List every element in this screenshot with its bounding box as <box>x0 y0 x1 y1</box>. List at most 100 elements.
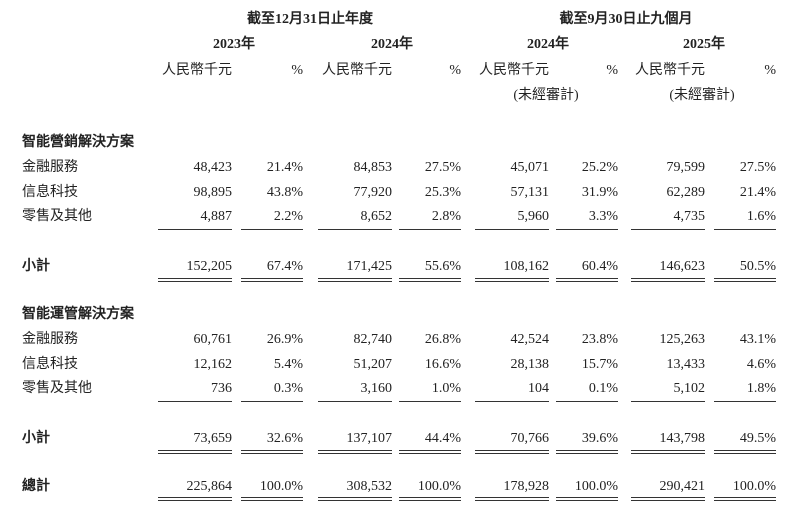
rule <box>399 278 461 279</box>
row-cell: 48,423 <box>193 160 233 175</box>
subtotal-cell: 143,798 <box>659 431 706 446</box>
subtotal-cell: 146,623 <box>659 259 706 274</box>
row-cell: 13,433 <box>666 356 706 372</box>
row-cell: 1.8% <box>746 381 776 396</box>
subtotal-cell: 171,425 <box>346 259 393 274</box>
row-cell: 21.4% <box>739 184 776 200</box>
row-cell: 25.3% <box>424 184 461 200</box>
row-cell: 28,138 <box>510 356 550 372</box>
rule <box>556 453 618 454</box>
rule <box>556 497 618 498</box>
rule <box>158 497 232 498</box>
row-cell: 57,131 <box>510 184 550 200</box>
rule <box>631 500 705 501</box>
row-cell: 25.2% <box>581 160 618 175</box>
row-label: 零售及其他 <box>22 381 92 396</box>
row-cell: 4,735 <box>673 209 706 224</box>
rule <box>399 229 461 230</box>
rule <box>241 500 303 501</box>
unit-header: % <box>291 63 303 78</box>
row-cell: 3.3% <box>588 209 618 224</box>
rule <box>714 450 776 451</box>
rule <box>158 401 232 402</box>
row-cell: 82,740 <box>353 332 393 347</box>
rule <box>631 229 705 230</box>
row-cell: 42,524 <box>510 332 550 347</box>
rule <box>399 281 461 282</box>
unaudited-note: (未經審計) <box>669 88 735 103</box>
rule <box>318 229 392 230</box>
rule <box>475 229 549 230</box>
rule <box>475 500 549 501</box>
year-header: 2024年 <box>527 37 569 52</box>
row-cell: 84,853 <box>353 160 393 175</box>
row-cell: 8,652 <box>360 209 393 224</box>
total-cell: 100.0% <box>417 479 461 494</box>
rule <box>714 401 776 402</box>
rule <box>318 497 392 498</box>
rule <box>556 450 618 451</box>
row-cell: 26.8% <box>424 332 461 347</box>
subtotal-cell: 60.4% <box>581 259 618 274</box>
subtotal-cell: 49.5% <box>739 431 776 446</box>
rule <box>318 278 392 279</box>
rule <box>399 401 461 402</box>
subtotal-cell: 50.5% <box>739 259 776 274</box>
row-cell: 0.3% <box>273 381 303 396</box>
row-cell: 31.9% <box>581 184 618 200</box>
row-cell: 2.2% <box>273 209 303 224</box>
rule <box>399 453 461 454</box>
row-cell: 43.8% <box>266 184 303 200</box>
rule <box>631 497 705 498</box>
row-cell: 51,207 <box>353 356 393 372</box>
row-label: 零售及其他 <box>22 209 92 224</box>
subtotal-cell: 137,107 <box>346 431 393 446</box>
row-cell: 1.6% <box>746 209 776 224</box>
row-cell: 4.6% <box>746 356 776 372</box>
row-cell: 3,160 <box>360 381 393 396</box>
row-cell: 736 <box>211 381 232 396</box>
row-cell: 43.1% <box>739 332 776 347</box>
row-cell: 5.4% <box>273 356 303 372</box>
rule <box>556 500 618 501</box>
row-cell: 21.4% <box>266 160 303 175</box>
rule <box>158 229 232 230</box>
rule <box>241 281 303 282</box>
row-cell: 26.9% <box>266 332 303 347</box>
rule <box>556 278 618 279</box>
subtotal-cell: 70,766 <box>510 431 550 446</box>
subtotal-cell: 39.6% <box>581 431 618 446</box>
section-title: 智能營銷解決方案 <box>22 135 134 150</box>
subtotal-cell: 73,659 <box>193 431 233 446</box>
rule <box>399 497 461 498</box>
rule <box>158 281 232 282</box>
row-label: 金融服務 <box>22 332 78 347</box>
row-cell: 104 <box>528 381 549 396</box>
rule <box>631 281 705 282</box>
year-header: 2024年 <box>371 37 413 52</box>
row-cell: 16.6% <box>424 356 461 372</box>
rule <box>631 453 705 454</box>
subtotal-label: 小計 <box>22 259 50 274</box>
total-cell: 290,421 <box>659 479 706 494</box>
unit-header: 人民幣千元 <box>635 63 705 78</box>
row-cell: 27.5% <box>424 160 461 175</box>
subtotal-cell: 44.4% <box>424 431 461 446</box>
row-cell: 45,071 <box>510 160 550 175</box>
period-header: 截至12月31日止年度 <box>247 12 373 27</box>
total-cell: 308,532 <box>346 479 393 494</box>
rule <box>714 281 776 282</box>
rule <box>714 453 776 454</box>
rule <box>158 278 232 279</box>
rule <box>556 281 618 282</box>
rule <box>318 450 392 451</box>
subtotal-cell: 55.6% <box>424 259 461 274</box>
section-title: 智能運管解決方案 <box>22 307 134 322</box>
subtotal-cell: 152,205 <box>186 259 233 274</box>
row-cell: 79,599 <box>666 160 706 175</box>
rule <box>475 401 549 402</box>
rule <box>714 497 776 498</box>
subtotal-cell: 32.6% <box>266 431 303 446</box>
rule <box>158 450 232 451</box>
row-cell: 15.7% <box>581 356 618 372</box>
